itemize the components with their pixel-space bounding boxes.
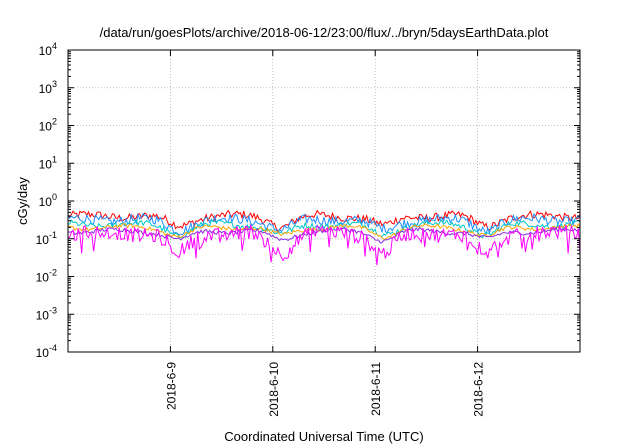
- chart-title: /data/run/goesPlots/archive/2018-06-12/2…: [100, 25, 549, 40]
- x-axis: 2018-6-9 2018-6-10 2018-6-11 2018-6-12: [164, 50, 486, 417]
- y-tick-label: 100: [39, 192, 57, 209]
- series-line: [68, 223, 580, 266]
- y-tick-label: 10-1: [36, 230, 57, 247]
- x-tick-label: 2018-6-11: [369, 362, 383, 416]
- series-group: [68, 209, 580, 266]
- series-line: [68, 226, 580, 244]
- x-axis-label: Coordinated Universal Time (UTC): [224, 429, 423, 444]
- grid: [68, 50, 580, 352]
- series-line: [68, 212, 580, 236]
- y-tick-label: 103: [39, 79, 57, 96]
- series-line: [68, 209, 580, 233]
- x-tick-label: 2018-6-10: [267, 362, 281, 417]
- y-axis-label: cGy/day: [15, 177, 30, 225]
- y-tick-label: 10-2: [36, 268, 57, 285]
- x-tick-label: 2018-6-9: [164, 362, 178, 410]
- y-axis: 10-4 10-3 10-2 10-1 100 101 102 103 104: [36, 41, 580, 360]
- y-tick-label: 101: [39, 154, 57, 171]
- y-tick-label: 10-4: [36, 343, 57, 360]
- x-tick-label: 2018-6-12: [472, 362, 486, 417]
- y-tick-label: 102: [39, 117, 57, 134]
- y-tick-label: 10-3: [36, 305, 57, 322]
- y-tick-label: 104: [39, 41, 57, 58]
